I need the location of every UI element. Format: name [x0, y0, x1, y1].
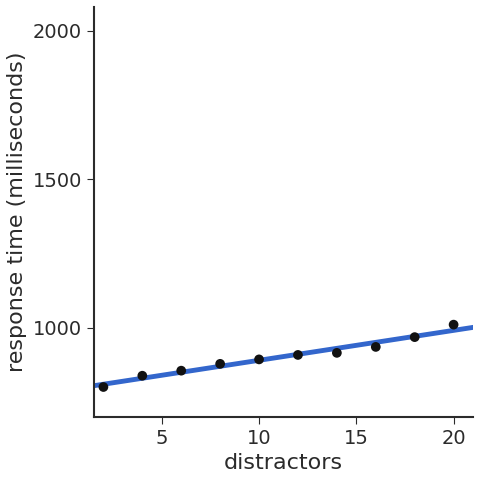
Point [333, 349, 341, 357]
Point [450, 321, 457, 328]
Point [138, 372, 146, 380]
Y-axis label: response time (milliseconds): response time (milliseconds) [7, 51, 27, 372]
X-axis label: distractors: distractors [224, 453, 343, 473]
Point [178, 367, 185, 374]
Point [294, 351, 302, 359]
Point [255, 356, 263, 363]
Point [372, 343, 380, 351]
Point [216, 360, 224, 368]
Point [99, 383, 107, 391]
Point [411, 333, 419, 341]
